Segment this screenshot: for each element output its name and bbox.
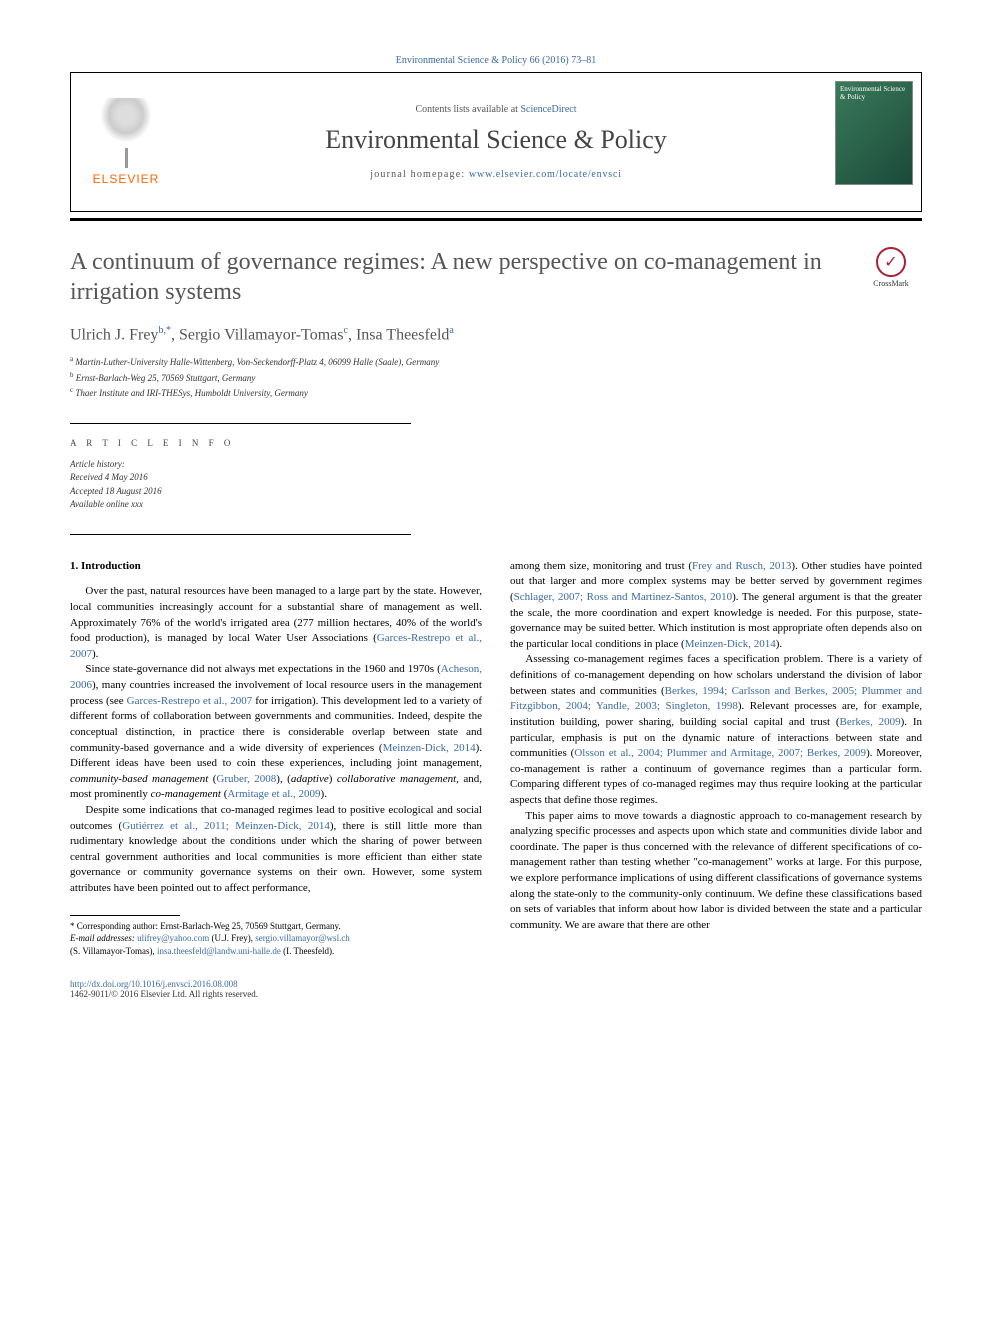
history-accepted: Accepted 18 August 2016 [70, 485, 922, 499]
body-para-4: Assessing co-management regimes faces a … [510, 652, 922, 808]
article-history: Article history: Received 4 May 2016 Acc… [70, 458, 922, 512]
cite-armitage-2009[interactable]: Armitage et al., 2009 [227, 788, 320, 800]
affiliation-c: c Thaer Institute and IRI-THESys, Humbol… [70, 385, 922, 401]
homepage-prefix: journal homepage: [370, 169, 469, 180]
journal-cover-thumbnail: Environmental Science & Policy [835, 81, 913, 185]
body-para-3a: Despite some indications that co-managed… [70, 803, 482, 897]
doi-link[interactable]: http://dx.doi.org/10.1016/j.envsci.2016.… [70, 979, 238, 989]
cite-berkes-2009[interactable]: Berkes, 2009 [840, 716, 901, 728]
contents-line: Contents lists available at ScienceDirec… [415, 104, 576, 115]
cover-title: Environmental Science & Policy [836, 82, 912, 105]
info-rule-top [70, 423, 411, 424]
sciencedirect-link[interactable]: ScienceDirect [520, 104, 576, 115]
author-list: Ulrich J. Freyb,*, Sergio Villamayor-Tom… [70, 325, 922, 344]
corresponding-author: * Corresponding author: Ernst-Barlach-We… [70, 920, 482, 933]
section-heading-intro: 1. Introduction [70, 559, 482, 575]
cite-gutierrez-2011[interactable]: Gutiérrez et al., 2011; Meinzen-Dick, 20… [122, 820, 330, 832]
homepage-line: journal homepage: www.elsevier.com/locat… [370, 169, 622, 180]
crossmark-badge[interactable]: ✓ CrossMark [860, 247, 922, 288]
cite-meinzen-2014[interactable]: Meinzen-Dick, 2014 [383, 742, 476, 754]
cite-frey-rusch-2013[interactable]: Frey and Rusch, 2013 [692, 560, 791, 572]
publisher-logo-box: ELSEVIER [71, 73, 181, 211]
affiliation-b: b Ernst-Barlach-Weg 25, 70569 Stuttgart,… [70, 370, 922, 386]
cite-olsson-multi[interactable]: Olsson et al., 2004; Plummer and Armitag… [574, 747, 866, 759]
footnotes: * Corresponding author: Ernst-Barlach-We… [70, 920, 482, 958]
crossmark-label: CrossMark [873, 279, 909, 288]
article-title: A continuum of governance regimes: A new… [70, 247, 840, 307]
footnote-rule [70, 915, 180, 916]
body-para-1: Over the past, natural resources have be… [70, 584, 482, 662]
history-received: Received 4 May 2016 [70, 471, 922, 485]
article-info-label: A R T I C L E I N F O [70, 438, 922, 448]
crossmark-icon: ✓ [876, 247, 906, 277]
history-online: Available online xxx [70, 498, 922, 512]
affiliation-a: a Martin-Luther-University Halle-Wittenb… [70, 354, 922, 370]
elsevier-tree-icon [96, 98, 156, 168]
cite-garces-2007b[interactable]: Garces-Restrepo et al., 2007 [127, 695, 253, 707]
journal-reference-link[interactable]: Environmental Science & Policy 66 (2016)… [396, 55, 597, 66]
info-rule-bottom [70, 534, 411, 535]
copyright: 1462-9011/© 2016 Elsevier Ltd. All right… [70, 989, 258, 999]
cite-schlager-2007[interactable]: Schlager, 2007; Ross and Martinez-Santos… [514, 591, 732, 603]
history-label: Article history: [70, 458, 922, 472]
body-para-3b: among them size, monitoring and trust (F… [510, 559, 922, 653]
email-addresses: E-mail addresses: ulifrey@yahoo.com (U.J… [70, 932, 482, 957]
body-para-2: Since state-governance did not always me… [70, 662, 482, 802]
email-theesfeld[interactable]: insa.theesfeld@landw.uni-halle.de [157, 946, 281, 956]
homepage-link[interactable]: www.elsevier.com/locate/envsci [469, 169, 622, 180]
affiliations: a Martin-Luther-University Halle-Wittenb… [70, 354, 922, 401]
email-frey[interactable]: ulifrey@yahoo.com [137, 933, 209, 943]
journal-header-box: ELSEVIER Contents lists available at Sci… [70, 72, 922, 212]
journal-reference: Environmental Science & Policy 66 (2016)… [70, 55, 922, 66]
header-rule [70, 218, 922, 221]
contents-prefix: Contents lists available at [415, 104, 520, 115]
page-footer: http://dx.doi.org/10.1016/j.envsci.2016.… [70, 979, 922, 999]
cite-gruber-2008[interactable]: Gruber, 2008 [216, 773, 276, 785]
body-para-5: This paper aims to move towards a diagno… [510, 809, 922, 934]
email-villamayor[interactable]: sergio.villamayor@wsl.ch [255, 933, 350, 943]
publisher-name: ELSEVIER [93, 172, 160, 186]
cite-meinzen-2014b[interactable]: Meinzen-Dick, 2014 [685, 638, 776, 650]
journal-name: Environmental Science & Policy [325, 125, 667, 155]
body-columns: 1. Introduction Over the past, natural r… [70, 559, 922, 958]
